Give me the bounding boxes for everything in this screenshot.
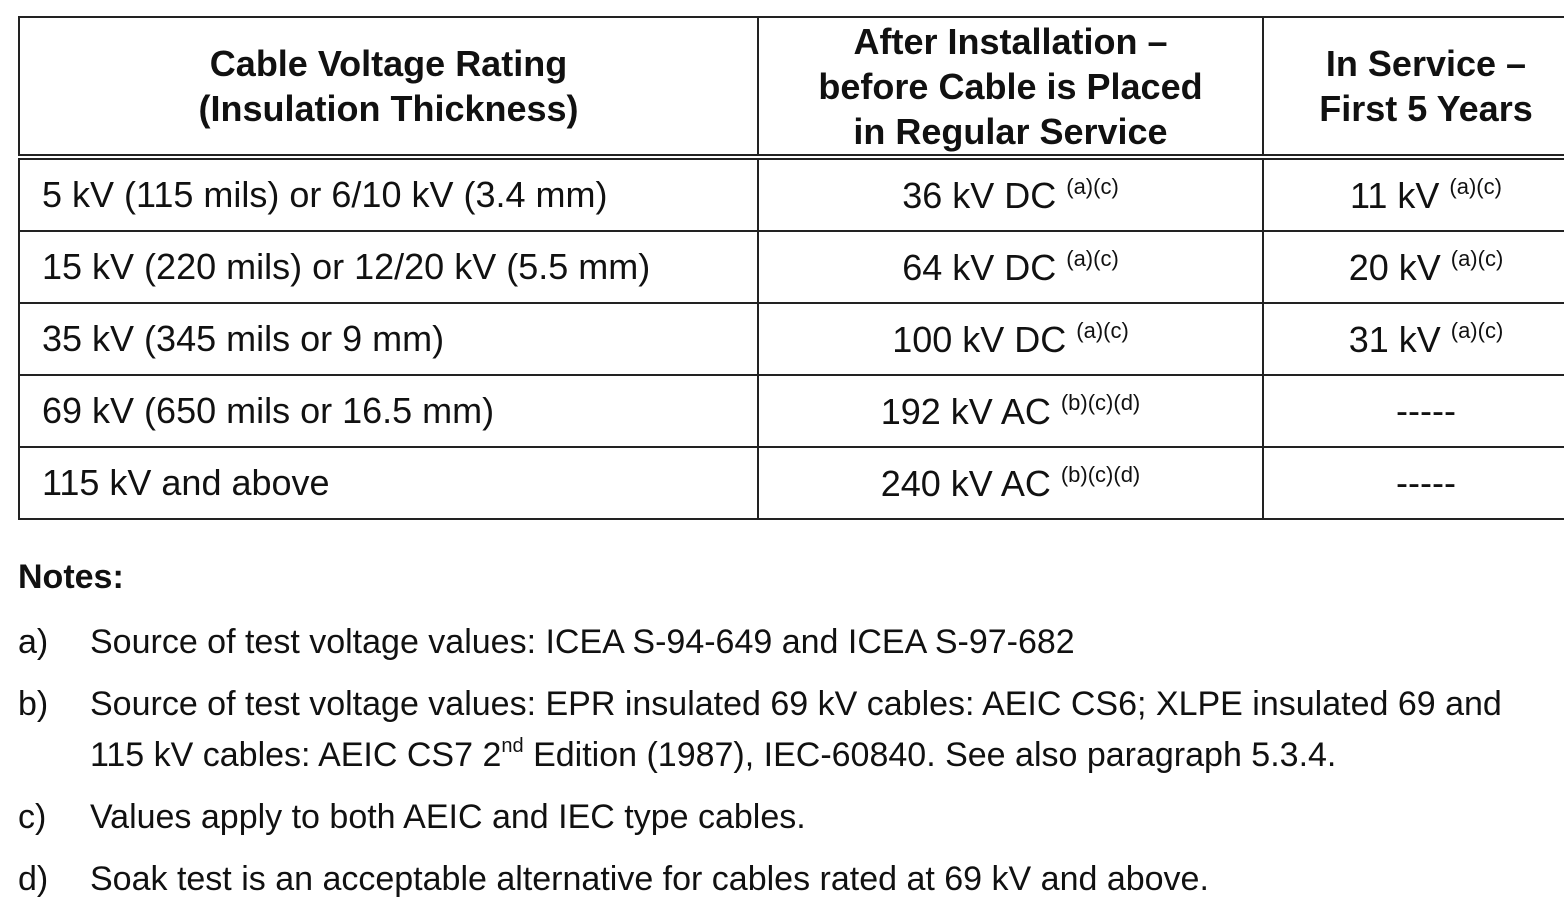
table-cell: 100 kV DC (a)(c) <box>757 302 1264 376</box>
cell-text: 11 kV <box>1350 174 1440 216</box>
note-label: d) <box>18 860 49 898</box>
cell-text: 36 kV DC <box>902 174 1057 216</box>
cell-text: 35 kV (345 mils or 9 mm) <box>42 318 445 359</box>
header-line: (Insulation Thickness) <box>198 88 579 129</box>
cell-text: 100 kV DC <box>892 318 1067 360</box>
cell-text: 5 kV (115 mils) or 6/10 kV (3.4 mm) <box>42 174 608 215</box>
cell-text: 69 kV (650 mils or 16.5 mm) <box>42 390 495 431</box>
table-cell: 35 kV (345 mils or 9 mm) <box>18 302 759 376</box>
header-line: After Installation – <box>853 20 1168 62</box>
table-cell: 20 kV (a)(c) <box>1262 230 1564 304</box>
cell-text: ----- <box>1396 390 1456 431</box>
footnote-ref: (a)(c) <box>1066 245 1119 271</box>
footnote-ref: (a)(c) <box>1076 317 1129 343</box>
table-row: 15 kV (220 mils) or 12/20 kV (5.5 mm) 64 … <box>18 230 1564 304</box>
table-cell: 36 kV DC (a)(c) <box>757 156 1264 232</box>
note-text: Source of test voltage values: ICEA S-94… <box>90 623 1075 661</box>
table-row: 35 kV (345 mils or 9 mm) 100 kV DC (a)(c) 3… <box>18 302 1564 376</box>
note-label: b) <box>18 685 49 723</box>
table-row: 69 kV (650 mils or 16.5 mm) 192 kV AC (b)(… <box>18 374 1564 448</box>
note-item: d) Soak test is an acceptable alternative… <box>18 858 1564 900</box>
table-cell: 69 kV (650 mils or 16.5 mm) <box>18 374 759 448</box>
table-row: 5 kV (115 mils) or 6/10 kV (3.4 mm) 36 kV… <box>18 156 1564 232</box>
table-cell: ----- <box>1262 374 1564 448</box>
table-cell: 11 kV (a)(c) <box>1262 156 1564 232</box>
header-cell: Cable Voltage Rating (Insulation Thicknes… <box>18 16 759 160</box>
note-text: Soak test is an acceptable alternative f… <box>90 860 1209 898</box>
table-cell: 240 kV AC (b)(c)(d) <box>757 446 1264 520</box>
header-line: before Cable is Placed <box>818 65 1203 107</box>
table-body: 5 kV (115 mils) or 6/10 kV (3.4 mm) 36 kV… <box>18 156 1564 520</box>
header-line: First 5 Years <box>1319 88 1533 129</box>
note-text: Source of test voltage values: EPR insul… <box>90 685 1502 774</box>
cell-text: 20 kV <box>1348 246 1441 288</box>
note-item: b) Source of test voltage values: EPR ins… <box>18 683 1564 776</box>
header-row: Cable Voltage Rating (Insulation Thicknes… <box>18 16 1564 160</box>
footnote-ref: (a)(c) <box>1450 245 1504 271</box>
note-label: a) <box>18 623 49 661</box>
footnote-ref: (a)(c) <box>1449 173 1502 199</box>
notes-title: Notes: <box>18 558 124 596</box>
note-item: c) Values apply to both AEIC and IEC type… <box>18 796 1564 838</box>
cell-text: 64 kV DC <box>902 246 1057 288</box>
table-cell: 115 kV and above <box>18 446 759 520</box>
table-cell: ----- <box>1262 446 1564 520</box>
table-cell: 15 kV (220 mils) or 12/20 kV (5.5 mm) <box>18 230 759 304</box>
header-cell: In Service – First 5 Years <box>1262 16 1564 160</box>
footnote-ref: (a)(c) <box>1450 317 1504 343</box>
header-line: In Service – <box>1325 43 1527 84</box>
table-cell: 31 kV (a)(c) <box>1262 302 1564 376</box>
note-text: Values apply to both AEIC and IEC type c… <box>90 798 806 836</box>
cell-text: 240 kV AC <box>880 462 1051 504</box>
header-line: in Regular Service <box>853 110 1168 152</box>
footnote-ref: (b)(c)(d) <box>1060 389 1141 415</box>
footnote-ref: (b)(c)(d) <box>1060 461 1141 487</box>
table-row: 115 kV and above 240 kV AC (b)(c)(d) ----- <box>18 446 1564 520</box>
note-text: Edition (1987), IEC-60840. See also para… <box>523 736 1337 774</box>
header-cell: After Installation – before Cable is Plac… <box>757 16 1264 160</box>
test-voltage-table: Cable Voltage Rating (Insulation Thicknes… <box>18 16 1564 520</box>
superscript: nd <box>501 735 524 757</box>
cell-text: 192 kV AC <box>880 390 1051 432</box>
cell-text: 31 kV <box>1348 318 1441 360</box>
note-label: c) <box>18 798 47 836</box>
table-cell: 5 kV (115 mils) or 6/10 kV (3.4 mm) <box>18 156 759 232</box>
header-line: Cable Voltage Rating <box>209 43 568 84</box>
notes: Notes: a) Source of test voltage values: … <box>18 558 1564 902</box>
cell-text: 115 kV and above <box>42 462 330 503</box>
footnote-ref: (a)(c) <box>1066 173 1119 199</box>
cell-text: ----- <box>1396 462 1456 503</box>
table-cell: 192 kV AC (b)(c)(d) <box>757 374 1264 448</box>
table-cell: 64 kV DC (a)(c) <box>757 230 1264 304</box>
cell-text: 15 kV (220 mils) or 12/20 kV (5.5 mm) <box>42 246 651 287</box>
note-item: a) Source of test voltage values: ICEA S-… <box>18 621 1564 663</box>
